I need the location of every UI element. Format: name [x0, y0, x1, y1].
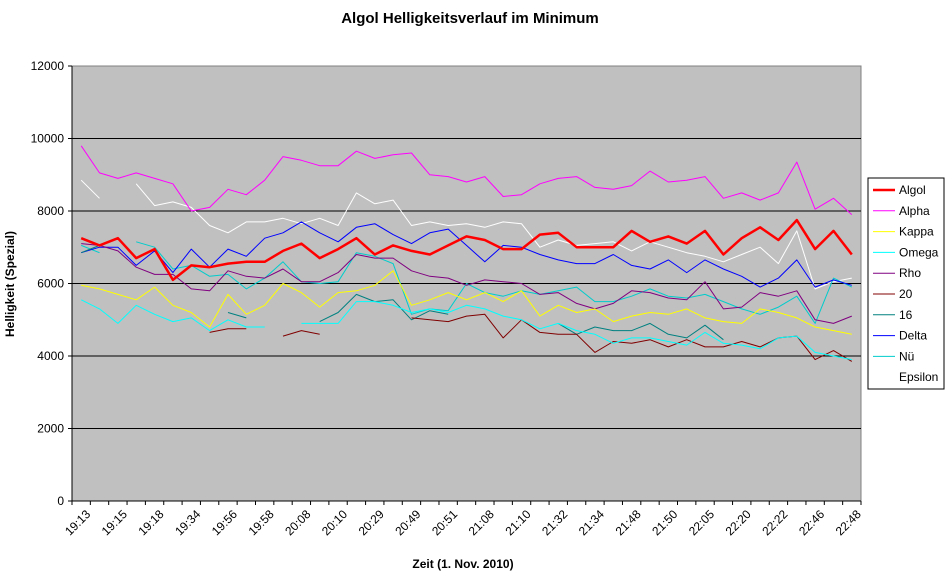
- legend: Algol Alpha Kappa Omega Rho 20 16 Delta Nü Epsilo…: [867, 177, 945, 390]
- series-line-20: [209, 328, 247, 333]
- series-line-20: [282, 330, 320, 337]
- series-line-omega: [301, 301, 852, 361]
- series-lines: [80, 145, 853, 362]
- y-tick-label: 0: [57, 494, 64, 508]
- series-line-n-: [136, 241, 853, 324]
- legend-label: Alpha: [899, 204, 930, 218]
- x-tick-label: 20:10: [319, 507, 350, 538]
- x-tick-label: 21:34: [576, 507, 607, 538]
- x-axis-title: Zeit (1. Nov. 2010): [412, 557, 513, 571]
- gridlines: [72, 138, 861, 429]
- legend-label: 16: [899, 308, 913, 322]
- series-line-16: [319, 293, 449, 323]
- x-tick-label: 22:48: [833, 507, 864, 538]
- x-tick-label: 19:15: [99, 507, 130, 538]
- y-axis-ticks: 0 2000 4000 6000 8000 10000 12000: [31, 59, 72, 508]
- series-line-epsilon: [80, 179, 100, 199]
- x-axis-ticks: 19:13 19:15 19:18 19:34 19:56 19:58 20:08 20:10…: [62, 501, 864, 538]
- y-tick-label: 8000: [37, 204, 64, 218]
- x-tick-label: 20:51: [429, 507, 460, 538]
- x-tick-label: 22:05: [686, 507, 717, 538]
- series-line-epsilon: [135, 183, 852, 290]
- x-tick-label: 19:58: [246, 507, 277, 538]
- x-tick-label: 21:50: [649, 507, 680, 538]
- legend-box: [867, 177, 945, 390]
- legend-label: Delta: [899, 329, 927, 343]
- series-line-16: [557, 322, 724, 341]
- x-tick-label: 19:56: [209, 507, 240, 538]
- series-line-rho: [81, 243, 852, 324]
- x-tick-label: 22:46: [796, 507, 827, 538]
- series-line-kappa: [81, 270, 852, 335]
- x-tick-label: 21:48: [613, 507, 644, 538]
- y-tick-label: 2000: [37, 422, 64, 436]
- x-tick-label: 21:32: [539, 507, 570, 538]
- x-tick-label: 20:49: [392, 507, 423, 538]
- legend-label: Epsilon: [899, 370, 938, 384]
- legend-label: Nü: [899, 349, 914, 363]
- x-tick-label: 22:22: [759, 507, 790, 538]
- legend-label: Kappa: [899, 225, 934, 239]
- y-tick-label: 4000: [37, 349, 64, 363]
- y-tick-label: 12000: [31, 59, 65, 73]
- series-line-16: [81, 244, 100, 254]
- x-tick-label: 19:13: [62, 507, 93, 538]
- series-line-algol: [80, 218, 853, 282]
- x-tick-label: 22:20: [723, 507, 754, 538]
- series-line-alpha: [80, 145, 853, 215]
- legend-label: 20: [899, 287, 913, 301]
- chart-title: Algol Helligkeitsverlauf im Minimum: [341, 10, 599, 27]
- legend-label: Algol: [899, 183, 926, 197]
- legend-label: Omega: [899, 245, 939, 259]
- x-tick-label: 21:10: [502, 507, 533, 538]
- x-tick-label: 20:08: [282, 507, 313, 538]
- x-tick-label: 19:18: [135, 507, 166, 538]
- legend-label: Rho: [899, 266, 921, 280]
- x-tick-label: 20:29: [356, 507, 387, 538]
- series-line-omega: [80, 299, 265, 332]
- y-tick-label: 6000: [37, 277, 64, 291]
- x-tick-label: 21:08: [466, 507, 497, 538]
- series-line-16: [227, 312, 247, 319]
- y-tick-label: 10000: [31, 132, 65, 146]
- x-tick-label: 19:34: [172, 507, 203, 538]
- y-axis-title: Helligkeit (Spezial): [3, 231, 17, 337]
